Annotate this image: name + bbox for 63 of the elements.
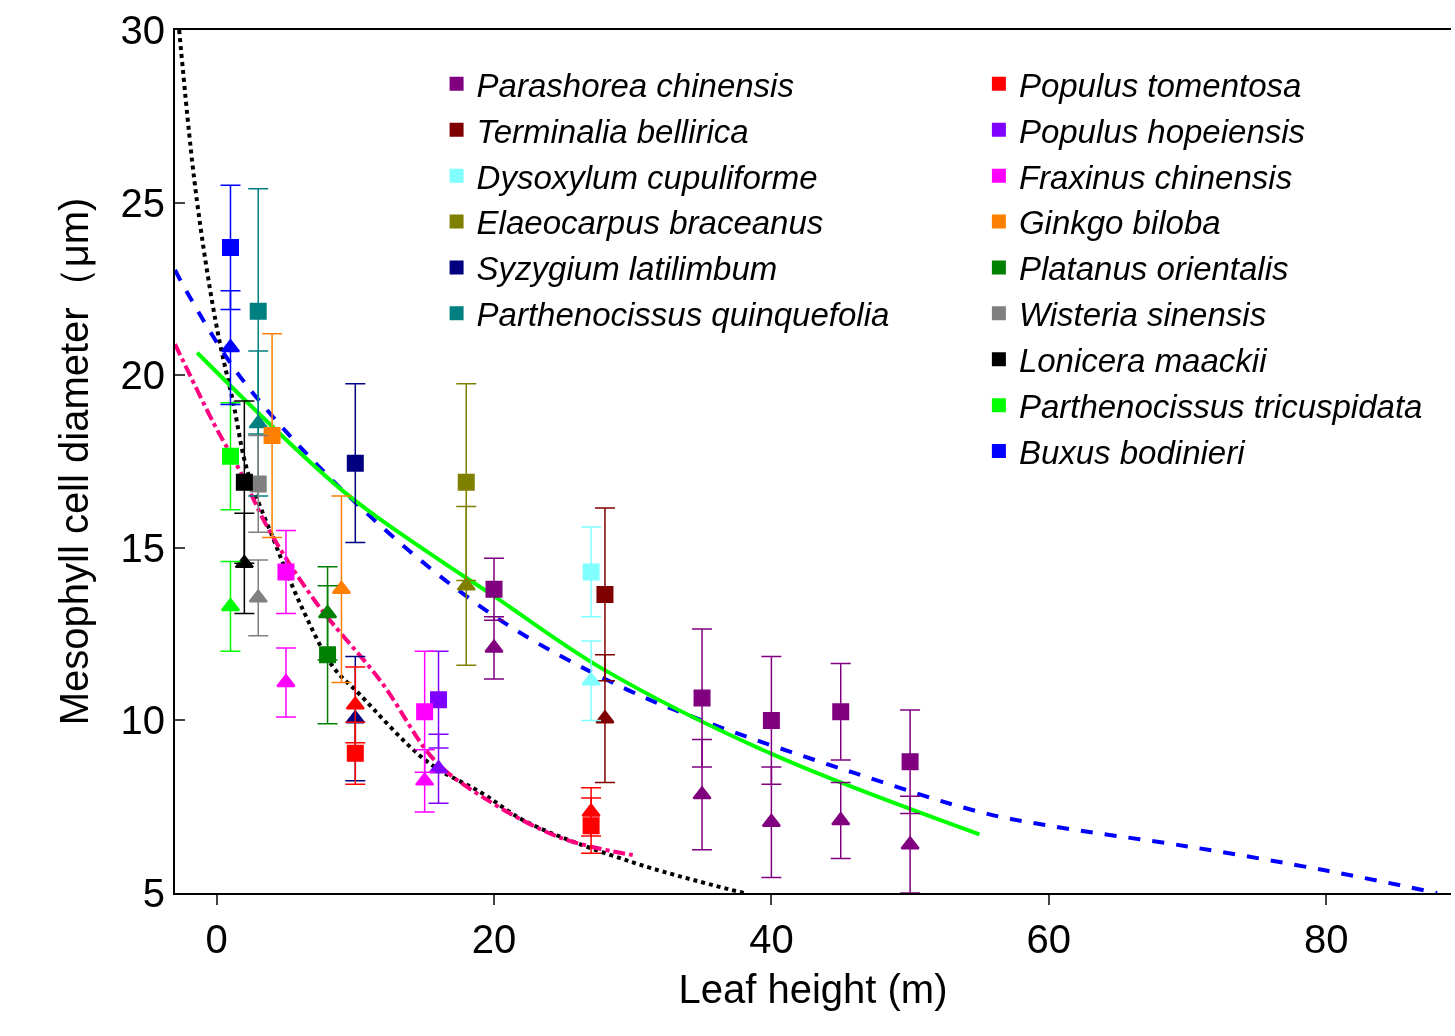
legend-label: Parthenocissus quinquefolia	[476, 296, 890, 334]
point	[276, 673, 296, 688]
point	[416, 703, 434, 721]
legend-label: Terminalia bellirica	[476, 112, 749, 150]
legend-label: Populus tomentosa	[1018, 66, 1302, 104]
legend-label: Parthenocissus tricuspidata	[1018, 388, 1423, 426]
line-series	[195, 350, 982, 837]
y-axis-title: Mesophyll cell diameter（μm)	[51, 197, 96, 726]
point	[596, 585, 614, 603]
x-tick-label: 40	[749, 917, 794, 961]
point	[485, 580, 503, 598]
legend-label: Ginkgo biloba	[1018, 204, 1221, 242]
legend-label: Fraxinus chinensis	[1018, 158, 1293, 196]
legend-label: Parashorea chinensis	[476, 66, 794, 104]
point	[234, 554, 255, 569]
point	[581, 803, 601, 817]
x-tick-label: 60	[1026, 917, 1072, 961]
legend-label: Elaeocarpus braceanus	[476, 204, 824, 242]
point	[693, 689, 711, 707]
point	[346, 454, 364, 472]
point	[317, 604, 338, 619]
point	[581, 672, 601, 686]
point	[248, 589, 268, 603]
y-tick-label: 30	[120, 8, 165, 52]
x-tick-label: 20	[471, 917, 517, 961]
point	[484, 639, 504, 653]
point	[221, 447, 239, 465]
point	[900, 836, 920, 850]
point	[220, 597, 241, 612]
point	[430, 691, 448, 709]
legend-label: Wisteria sinensis	[1018, 296, 1267, 334]
point	[235, 473, 253, 491]
y-tick-label: 25	[120, 180, 165, 225]
point	[249, 302, 267, 320]
point	[692, 786, 712, 800]
legend-label: Lonicera maackii	[1018, 342, 1269, 380]
x-axis-title: Leaf height (m)	[678, 967, 948, 1011]
point	[832, 703, 850, 721]
legend-label: Platanus orientalis	[1018, 250, 1289, 288]
point	[277, 563, 295, 581]
point	[582, 563, 600, 581]
legend-label: Buxus bodinieri	[1018, 433, 1247, 471]
legend-label: Syzygium latilimbum	[476, 250, 778, 288]
legend-label: Populus hopeiensis	[1018, 112, 1306, 150]
line-series	[175, 342, 635, 858]
legend-label: Dysoxylum cupuliforme	[476, 158, 818, 196]
y-tick-label: 20	[120, 353, 165, 398]
x-tick-label: 80	[1303, 917, 1349, 961]
point	[595, 710, 615, 724]
point	[263, 427, 281, 445]
point	[901, 753, 919, 771]
y-tick-label: 5	[142, 871, 165, 915]
point	[345, 696, 365, 710]
point	[456, 577, 476, 591]
point	[831, 812, 851, 826]
point	[457, 473, 475, 491]
point	[221, 238, 239, 256]
y-tick-label: 15	[120, 525, 165, 570]
point	[248, 415, 268, 429]
y-tick-label: 10	[120, 698, 165, 743]
point	[346, 744, 364, 762]
x-tick-label: 0	[205, 917, 228, 961]
point	[762, 711, 780, 729]
